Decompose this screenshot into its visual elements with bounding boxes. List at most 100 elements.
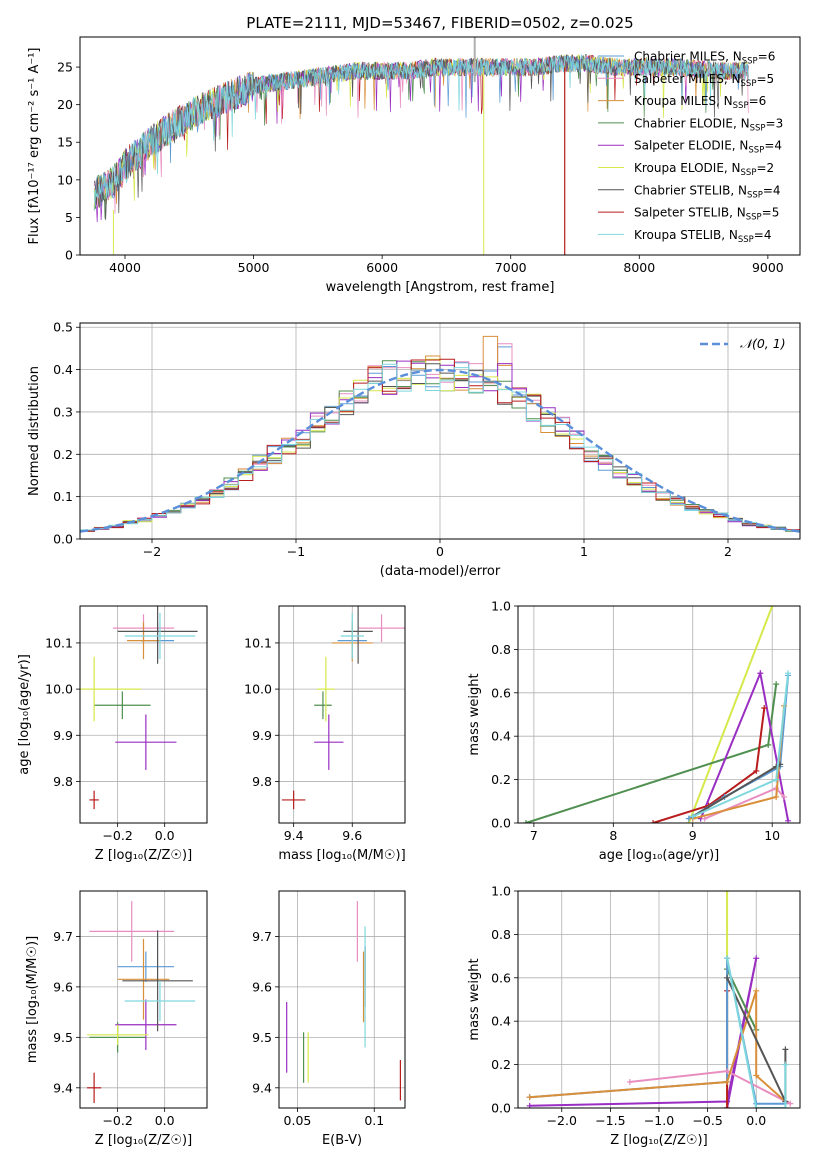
mass_weight_vs_Z-ytick-label: 0.2 (491, 1057, 511, 1072)
age_vs_mass-frame (278, 605, 406, 824)
age_vs_mass-ytick-label: 10.0 (244, 682, 272, 697)
mass_vs_Z-plot-area (87, 901, 196, 1103)
residuals-xtick-label: −1 (287, 544, 305, 559)
mass_weight_vs_Z-frame (517, 890, 801, 1109)
weight-marker-salpeter_elodie (753, 955, 760, 962)
weight-marker-kroupa_stelib (689, 813, 696, 820)
legend-label-salpeter_miles: Salpeter MILES, NSSP=5 (634, 72, 774, 89)
residuals-xlabel: (data-model)/error (380, 564, 501, 579)
spectrum-xtick-label: 6000 (366, 260, 398, 275)
spectrum-ylabel: Flux [fλ10⁻¹⁷ erg cm⁻² s⁻¹ A⁻¹] (27, 48, 42, 245)
weight-line-chabrier_elodie (525, 683, 778, 823)
age_vs_Z-ylabel: age [log₁₀(age/yr)] (17, 654, 32, 775)
residuals-ytick-label: 0.5 (53, 320, 73, 335)
weight-marker-salpeter_stelib (753, 767, 760, 774)
mass_weight_vs_Z-ytick-label: 0.8 (491, 927, 511, 942)
residuals-xtick-label: −2 (143, 544, 161, 559)
residuals-xtick-label: 2 (724, 544, 732, 559)
mass_weight_vs_Z-xtick-label: −1.5 (595, 1113, 625, 1128)
legend-label-subscript: SSP (741, 168, 757, 178)
weight-marker-kroupa_stelib (724, 955, 731, 962)
legend-label-chabrier_elodie: Chabrier ELODIE, NSSP=3 (634, 116, 783, 133)
weight-marker-chabrier_elodie (522, 820, 529, 823)
mass_vs_Z-axes: −0.2 0.0 9.4 9.5 9.6 9.7 Z [log₁₀(Z/Z☉)] mass [… (25, 890, 208, 1148)
spectrum-line-chabrier_stelib (93, 54, 749, 221)
weight-marker-kroupa_stelib (785, 670, 792, 677)
legend-label-subscript: SSP (738, 235, 754, 245)
spectrum-xtick-label: 5000 (238, 260, 270, 275)
legend-label-count: =4 (754, 228, 772, 242)
age_vs_Z-frame (79, 605, 208, 824)
weight-marker-kroupa_stelib (782, 1061, 789, 1068)
normal-curve (80, 368, 800, 533)
age_vs_mass-ytick-label: 9.9 (252, 728, 272, 743)
mass_weight_vs_age-ytick-label: 0.8 (491, 642, 511, 657)
legend-label-subscript: SSP (750, 123, 766, 133)
weight-line-chabrier_stelib (692, 763, 781, 818)
mass_vs_ebv-frame (278, 890, 406, 1109)
weight-marker-salpeter_miles (787, 1100, 794, 1107)
legend-label-subscript: SSP (733, 101, 749, 111)
weight-marker-kroupa_miles (773, 793, 780, 800)
weight-marker-kroupa_miles (724, 1078, 731, 1085)
age_vs_mass-xlabel: mass [log₁₀(M/M☉)] (278, 848, 405, 863)
mass_weight_vs_Z-ytick-label: 0.6 (491, 970, 511, 985)
mass_vs_Z-xtick-label: −0.2 (102, 1113, 132, 1128)
spectrum-legend: Chabrier MILES, NSSP=6 Salpeter MILES, NS… (598, 50, 783, 245)
mass_weight_vs_age-ytick-label: 0.2 (491, 772, 511, 787)
mass_weight_vs_age-ylabel: mass weight (467, 673, 482, 755)
mass_weight_vs_age-axes: 7 8 9 10 0.0 0.2 0.4 0.6 0.8 1.0 age [log₁₀(age/yr… (467, 599, 801, 863)
age_vs_Z-ytick-label: 10.0 (45, 682, 73, 697)
mass_weight_vs_age-xtick-label: 7 (530, 828, 538, 843)
weight-marker-kroupa_elodie (769, 606, 776, 609)
weight-marker-chabrier_elodie (765, 741, 772, 748)
mass_weight_vs_Z-axes: −2.0 −1.5 −1.0 −0.5 0.0 0.0 0.2 0.4 0.6 0.8 1.0 Z [… (467, 884, 801, 1148)
age_vs_mass-plot-area (281, 606, 405, 810)
legend-label-count: =3 (766, 116, 784, 130)
legend-label-subscript: SSP (748, 146, 764, 156)
mass_weight_vs_Z-xtick-label: −2.0 (547, 1113, 577, 1128)
mass_weight_vs_Z-ylabel: mass weight (467, 958, 482, 1040)
mass_weight_vs_Z-ytick-label: 1.0 (491, 884, 511, 899)
weight-marker-kroupa_elodie (724, 891, 731, 894)
legend-label-kroupa_elodie: Kroupa ELODIE, NSSP=2 (634, 161, 774, 178)
legend-label-subscript: SSP (742, 57, 758, 67)
mass_weight_vs_age-ytick-label: 0.4 (491, 729, 511, 744)
age_vs_Z-ytick-label: 9.9 (53, 728, 73, 743)
weight-marker-salpeter_elodie (757, 670, 764, 677)
age_vs_Z-plot-area (80, 606, 198, 810)
mass_weight_vs_age-ytick-label: 0.6 (491, 685, 511, 700)
residuals-ytick-label: 0.2 (53, 447, 73, 462)
weight-marker-kroupa_stelib (782, 1105, 789, 1108)
weight-marker-salpeter_stelib (724, 1105, 731, 1108)
mass_weight_vs_Z-ytick-label: 0.0 (491, 1101, 511, 1116)
legend-label-count: =5 (762, 206, 780, 220)
age_vs_Z-ytick-label: 9.8 (53, 774, 73, 789)
age_vs_Z-xtick-label: −0.2 (102, 828, 132, 843)
mass_vs_Z-xtick-label: 0.0 (155, 1113, 175, 1128)
spectrum-ytick-label: 10 (57, 172, 73, 187)
legend-label-subscript: SSP (741, 79, 757, 89)
mass_weight_vs_Z-ytick-label: 0.4 (491, 1014, 511, 1029)
mass_weight_vs_Z-plot-area (526, 891, 794, 1108)
mass_weight_vs_Z-xlabel: Z [log₁₀(Z/Z☉)] (610, 1133, 707, 1148)
mass_vs_ebv-xlabel: E(B-V) (322, 1133, 362, 1148)
spectrum-xtick-label: 7000 (495, 260, 527, 275)
age_vs_mass-ytick-label: 9.8 (252, 774, 272, 789)
weight-line-kroupa_stelib (726, 958, 787, 1108)
spectrum-xtick-label: 4000 (109, 260, 141, 275)
mass_vs_ebv-ytick-label: 9.4 (252, 1080, 272, 1095)
mass_vs_Z-frame (79, 890, 208, 1109)
mass_vs_Z-ytick-label: 9.6 (53, 979, 73, 994)
mass_vs_ebv-xtick-label: 0.05 (284, 1113, 312, 1128)
mass_vs_ebv-plot-area (286, 901, 401, 1101)
weight-marker-kroupa_stelib (753, 1105, 760, 1108)
spectrum-ytick-label: 25 (57, 60, 73, 75)
legend-label-count: =4 (764, 139, 782, 153)
mass_vs_Z-ytick-label: 9.7 (53, 929, 73, 944)
spectrum-ytick-label: 5 (65, 210, 73, 225)
residuals-ytick-label: 0.3 (53, 404, 73, 419)
weight-marker-salpeter_stelib (761, 704, 768, 711)
mass_vs_Z-ytick-label: 9.4 (53, 1080, 73, 1095)
